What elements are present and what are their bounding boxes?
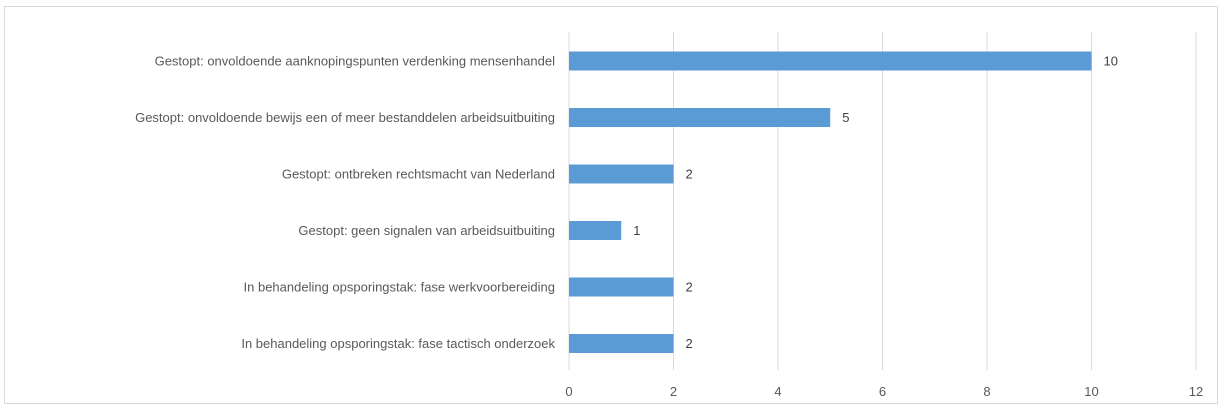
category-label: Gestopt: onvoldoende aanknopingspunten v… [155,54,556,69]
bar [569,221,622,240]
data-label: 5 [842,110,849,125]
bar [569,277,674,297]
category-labels: Gestopt: onvoldoende aanknopingspunten v… [135,54,555,352]
category-label: Gestopt: onvoldoende bewijs een of meer … [135,110,555,125]
data-labels: 10 5 2 1 2 2 [633,54,1118,352]
x-tick-label: 6 [879,384,886,399]
x-tick-label: 2 [670,384,677,399]
gridlines [568,32,1197,370]
category-label: Gestopt: geen signalen van arbeidsuitbui… [298,223,555,238]
bar [569,51,1092,71]
x-axis-tick-labels: 0 2 4 6 8 10 12 [565,384,1203,399]
data-label: 2 [686,336,693,351]
bars [569,51,1092,353]
data-label: 1 [633,223,640,238]
bar [569,108,831,127]
category-label: Gestopt: ontbreken rechtsmacht van Neder… [282,167,555,182]
data-label: 2 [686,167,693,182]
x-tick-label: 12 [1189,384,1203,399]
bar [569,334,674,353]
data-label: 2 [686,280,693,295]
data-label: 10 [1104,54,1118,69]
x-tick-label: 8 [983,384,990,399]
x-tick-label: 4 [774,384,781,399]
x-tick-label: 10 [1084,384,1098,399]
category-label: In behandeling opsporingstak: fase werkv… [244,280,555,295]
bar [569,164,674,184]
x-tick-label: 0 [565,384,572,399]
category-label: In behandeling opsporingstak: fase tacti… [241,336,555,351]
